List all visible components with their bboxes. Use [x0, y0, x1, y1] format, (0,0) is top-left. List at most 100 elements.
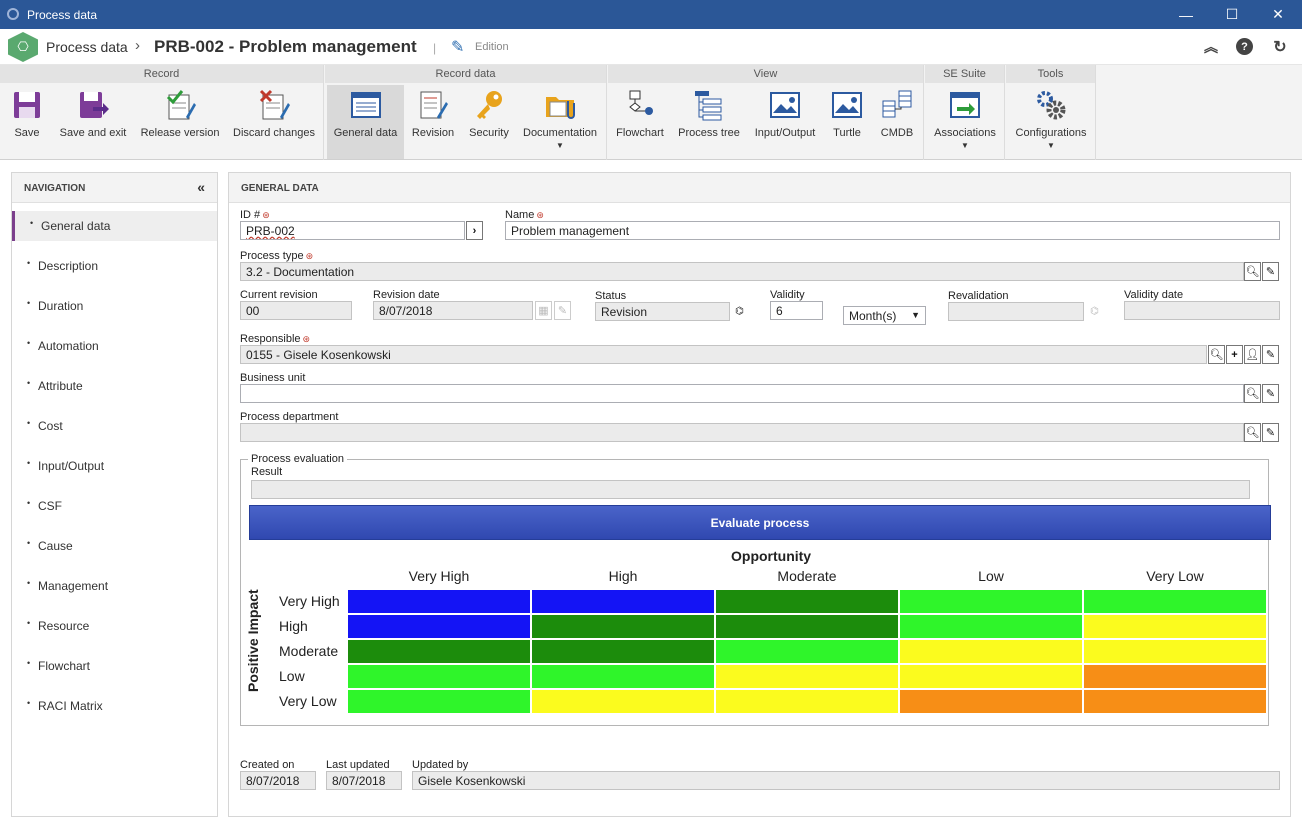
ribbon-group-record-data: Record data General data Revision Securi… — [325, 65, 607, 160]
general-data-button[interactable]: General data — [327, 85, 404, 159]
discard-changes-button[interactable]: Discard changes — [228, 85, 320, 159]
save-and-exit-button[interactable]: Save and exit — [54, 85, 132, 159]
nav-item-input-output[interactable]: Input/Output — [12, 451, 217, 481]
configurations-label: Configurations — [1015, 127, 1087, 139]
ribbon-group-label: SE Suite — [925, 65, 1004, 83]
refresh-icon[interactable]: ↻ — [1273, 39, 1287, 56]
cmdb-label: CMDB — [880, 127, 914, 139]
validity-date-field — [1124, 301, 1280, 320]
input-output-icon — [769, 89, 801, 121]
nav-item-attribute[interactable]: Attribute — [12, 371, 217, 401]
responsible-search-button[interactable]: 🔍︎ — [1208, 345, 1225, 364]
process-type-clear-button[interactable]: ✎ — [1262, 262, 1279, 281]
matrix-cell — [348, 615, 530, 638]
minimize-button[interactable]: — — [1179, 6, 1193, 23]
flowchart-button[interactable]: Flowchart — [612, 85, 668, 159]
nav-item-raci-matrix[interactable]: RACI Matrix — [12, 691, 217, 721]
business-unit-search-button[interactable]: 🔍︎ — [1244, 384, 1261, 403]
general-data-icon — [350, 89, 382, 121]
nav-item-cause[interactable]: Cause — [12, 531, 217, 561]
updated-by-label: Updated by — [412, 759, 469, 771]
ribbon-group-view: View Flowchart Process tree Input/Output… — [608, 65, 924, 160]
nav-item-general-data[interactable]: General data — [12, 211, 217, 241]
flowchart-icon — [624, 89, 656, 121]
business-unit-clear-button[interactable]: ✎ — [1262, 384, 1279, 403]
responsible-field: 0155 - Gisele Kosenkowski — [240, 345, 1207, 364]
associations-button[interactable]: Associations ▼ — [929, 85, 1001, 159]
configurations-button[interactable]: Configurations ▼ — [1010, 85, 1092, 159]
page-title: PRB-002 - Problem management — [154, 37, 417, 56]
nav-item-cost[interactable]: Cost — [12, 411, 217, 441]
breadcrumb-root[interactable]: Process data — [46, 39, 128, 55]
input-output-label: Input/Output — [754, 127, 816, 139]
process-department-search-button[interactable]: 🔍︎ — [1244, 423, 1261, 442]
status-label: Status — [595, 290, 627, 302]
process-evaluation-legend: Process evaluation — [248, 453, 347, 465]
matrix-row-header: Very High — [279, 593, 340, 609]
validity-unit-select[interactable]: Month(s) ▼ — [843, 306, 926, 325]
pencil-icon: ✎ — [451, 39, 465, 56]
id-next-button[interactable]: › — [466, 221, 483, 240]
responsible-add-button[interactable]: + — [1226, 345, 1243, 364]
process-type-label: Process type ⊛ — [240, 250, 314, 262]
help-icon[interactable]: ? — [1236, 38, 1253, 55]
matrix-cell — [900, 665, 1082, 688]
updated-by-field: Gisele Kosenkowski — [412, 771, 1280, 790]
collapse-up-icon[interactable]: ︽ — [1204, 39, 1218, 55]
general-data-panel: GENERAL DATA ID # ⊛ PRB-002 › Name ⊛ Probl… — [228, 172, 1291, 817]
nav-item-csf[interactable]: CSF — [12, 491, 217, 521]
nav-item-management[interactable]: Management — [12, 571, 217, 601]
matrix-cell — [716, 690, 898, 713]
nav-item-duration[interactable]: Duration — [12, 291, 217, 321]
revalidation-field — [948, 302, 1084, 321]
security-button[interactable]: Security — [463, 85, 515, 159]
validity-field[interactable]: 6 — [770, 301, 823, 320]
validity-unit-value: Month(s) — [849, 309, 897, 323]
matrix-cell — [1084, 615, 1266, 638]
matrix-cell — [1084, 665, 1266, 688]
input-output-button[interactable]: Input/Output — [750, 85, 820, 159]
responsible-clear-button[interactable]: ✎ — [1262, 345, 1279, 364]
close-button[interactable]: ✕ — [1272, 6, 1284, 22]
cmdb-button[interactable]: CMDB — [874, 85, 920, 159]
process-department-clear-button[interactable]: ✎ — [1262, 423, 1279, 442]
matrix-cell — [348, 690, 530, 713]
revision-button[interactable]: Revision — [407, 85, 459, 159]
save-button[interactable]: Save — [4, 85, 50, 159]
business-unit-field[interactable] — [240, 384, 1244, 403]
documentation-button[interactable]: Documentation ▼ — [519, 85, 601, 159]
ribbon-group-label: Record data — [325, 65, 606, 83]
release-version-button[interactable]: Release version — [136, 85, 224, 159]
responsible-user-button[interactable]: 👤︎ — [1244, 345, 1261, 364]
result-label: Result — [251, 466, 283, 478]
name-field[interactable]: Problem management — [505, 221, 1280, 240]
save-label: Save — [14, 127, 40, 139]
process-logo-icon: ⎔ — [8, 32, 38, 62]
required-icon: ⊛ — [262, 210, 270, 220]
turtle-button[interactable]: Turtle — [824, 85, 870, 159]
collapse-nav-icon[interactable]: « — [197, 179, 205, 195]
nav-item-automation[interactable]: Automation — [12, 331, 217, 361]
matrix-column-header: Very Low — [1146, 568, 1204, 584]
process-type-search-button[interactable]: 🔍︎ — [1244, 262, 1261, 281]
binoculars-icon[interactable]: ⌬ — [731, 302, 748, 321]
required-icon: ⊛ — [536, 210, 544, 220]
result-field — [251, 480, 1250, 499]
ribbon-group-label: Tools — [1006, 65, 1095, 83]
general-data-label: General data — [333, 127, 398, 139]
evaluation-matrix: Very High High Moderate Low Very Low Very Hig… — [241, 460, 1268, 725]
revision-date-field: 8/07/2018 — [373, 301, 533, 320]
page-header: ⎔ Process data › PRB-002 - Problem manag… — [0, 29, 1302, 65]
navigation-panel: NAVIGATION « General data Description Du… — [11, 172, 218, 817]
name-label: Name ⊛ — [505, 209, 544, 221]
matrix-cell — [348, 665, 530, 688]
nav-item-description[interactable]: Description — [12, 251, 217, 281]
maximize-button[interactable]: ☐ — [1225, 6, 1239, 22]
save-exit-icon — [77, 89, 109, 121]
matrix-cell — [348, 640, 530, 663]
nav-item-flowchart[interactable]: Flowchart — [12, 651, 217, 681]
nav-item-resource[interactable]: Resource — [12, 611, 217, 641]
id-field[interactable]: PRB-002 — [240, 221, 465, 240]
evaluate-process-button[interactable]: Evaluate process — [249, 505, 1271, 540]
process-tree-button[interactable]: Process tree — [672, 85, 746, 159]
